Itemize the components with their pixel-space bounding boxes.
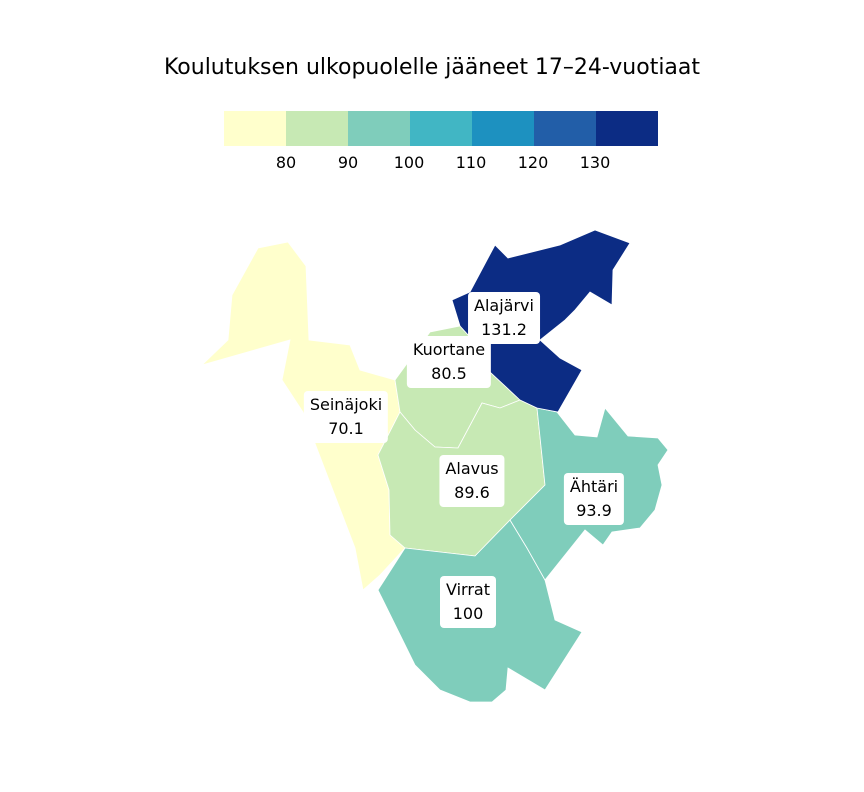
legend-swatch-4 xyxy=(410,111,472,146)
region-value-seinajoki: 70.1 xyxy=(328,419,364,438)
region-name-kuortane: Kuortane xyxy=(412,340,486,359)
region-value-virrat: 100 xyxy=(452,604,484,623)
legend-tick-110: 110 xyxy=(455,153,487,172)
region-alajarvi[interactable] xyxy=(451,229,631,413)
legend-tick-80: 80 xyxy=(275,153,297,172)
region-value-kuortane: 80.5 xyxy=(431,364,467,383)
region-name-virrat: Virrat xyxy=(446,580,490,599)
legend-swatch-3 xyxy=(348,111,410,146)
region-name-alajarvi: Alajärvi xyxy=(474,296,534,315)
region-value-ahtari: 93.9 xyxy=(576,501,612,520)
label-alavus: Alavus 89.6 xyxy=(439,455,505,507)
color-legend xyxy=(224,111,658,146)
label-kuortane: Kuortane 80.5 xyxy=(406,336,492,388)
legend-swatch-6 xyxy=(534,111,596,146)
legend-tick-130: 130 xyxy=(579,153,611,172)
label-alajarvi: Alajärvi 131.2 xyxy=(468,292,540,344)
region-name-ahtari: Ähtäri xyxy=(569,477,619,496)
legend-swatch-1 xyxy=(224,111,286,146)
chart-title: Koulutuksen ulkopuolelle jääneet 17–24-v… xyxy=(163,55,701,80)
legend-swatch-5 xyxy=(472,111,534,146)
legend-tick-120: 120 xyxy=(517,153,549,172)
legend-tick-100: 100 xyxy=(393,153,425,172)
region-name-alavus: Alavus xyxy=(445,459,499,478)
label-virrat: Virrat 100 xyxy=(440,576,496,628)
legend-swatch-2 xyxy=(286,111,348,146)
region-name-seinajoki: Seinäjoki xyxy=(309,395,383,414)
label-ahtari: Ähtäri 93.9 xyxy=(563,473,625,525)
region-value-alajarvi: 131.2 xyxy=(481,320,527,339)
legend-tick-90: 90 xyxy=(337,153,359,172)
region-value-alavus: 89.6 xyxy=(454,483,490,502)
legend-swatch-7 xyxy=(596,111,658,146)
label-seinajoki: Seinäjoki 70.1 xyxy=(303,391,389,443)
